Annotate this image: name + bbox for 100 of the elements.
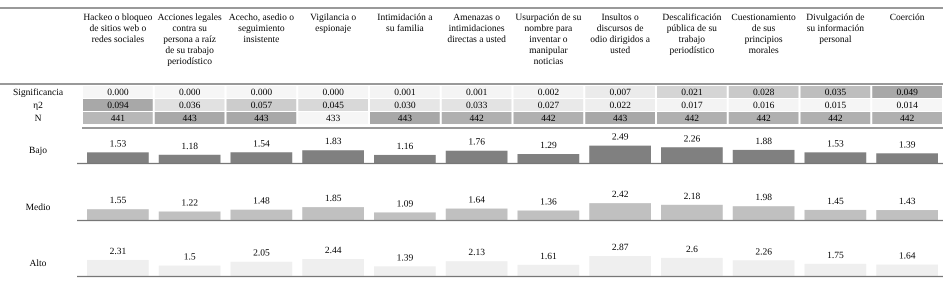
data-label: 0.033 [466,101,488,111]
bar [876,264,938,276]
chart-title: Medio [26,203,51,213]
data-label: 2.44 [324,246,342,256]
chart-title: Bajo [29,146,48,156]
bar [230,262,292,276]
x-tick-label: Cuestionamiento de sus principios morales [731,13,796,56]
data-label: 2.26 [684,134,700,144]
bar [302,207,364,220]
data-label: 0.014 [896,101,918,111]
data-label: 1.83 [324,137,342,148]
data-label: 1.55 [110,196,126,206]
x-tick-label: Hackeo o bloqueo de sitios web o redes sociales [83,13,153,45]
y-tick-label: N [34,114,42,124]
bar [230,210,292,220]
data-label: 1.61 [540,252,557,262]
x-tick-label: Amenazas o intimidaciones directas a usted [447,13,506,45]
data-label: 1.43 [898,197,916,208]
data-label: 0.016 [752,101,775,111]
data-label: 442 [541,114,556,124]
x-tick-label: Descalificación pública de su trabajo periodístico [662,13,722,56]
bar [302,258,364,276]
data-label: 2.42 [612,190,629,200]
data-label: 0.094 [107,101,129,111]
data-label: 1.98 [755,193,772,204]
x-tick-label: Coerción [890,13,925,23]
data-label: 1.45 [827,196,844,207]
y-tick-label: η2 [33,101,44,111]
data-label: 0.021 [681,88,703,98]
data-label: 2.49 [612,132,629,143]
data-label: 433 [326,114,340,124]
bar [732,206,794,220]
data-label: 442 [684,114,700,124]
data-label: 1.64 [898,252,916,262]
bar [518,264,580,276]
bar [589,203,651,220]
data-label: 2.18 [684,192,700,202]
data-label: 0.017 [681,101,703,111]
bar [446,208,508,220]
data-label: 1.76 [468,138,486,148]
bar [374,266,436,276]
bar [804,210,866,220]
data-label: 0.022 [609,101,632,111]
data-label: 443 [613,114,628,124]
data-label: 1.39 [898,140,916,150]
data-label: 0.030 [394,101,416,111]
chart-title: Alto [30,259,47,269]
data-label: 1.22 [181,198,198,208]
data-label: 0.015 [824,101,846,111]
data-label: 1.88 [755,136,772,147]
bar [158,212,220,220]
data-label: 1.48 [253,196,270,207]
data-label: 1.53 [110,139,126,150]
data-label: 0.000 [250,88,272,98]
data-label: 2.05 [253,248,270,259]
data-label: 0.000 [107,88,129,98]
x-tick-label: Insultos o discursos de odio dirigidos a usted [590,13,651,56]
data-label: 0.002 [538,88,560,98]
data-label: 443 [182,114,197,124]
data-label: 1.53 [827,139,844,150]
data-label: 0.028 [752,88,775,98]
data-label: 441 [110,114,126,124]
bar [876,210,938,220]
data-label: 2.6 [686,244,698,255]
data-label: 0.000 [322,88,344,98]
bar [87,260,149,276]
x-tick-label: Divulgación de su información personal [806,13,865,45]
bar [804,264,866,276]
data-label: 442 [756,114,771,124]
data-label: 2.31 [110,246,126,257]
bar [732,260,794,276]
data-label: 1.75 [827,250,844,261]
data-label: 1.64 [468,196,486,206]
data-label: 1.29 [540,141,557,152]
data-label: 0.007 [609,88,632,98]
data-label: 2.87 [612,243,629,253]
data-label: 0.049 [896,88,918,98]
data-label: 1.36 [540,198,557,208]
data-label: 2.13 [468,248,486,258]
bar [589,256,651,276]
bar [661,204,723,220]
data-label: 1.85 [324,194,342,204]
bar [661,258,723,276]
y-tick-label: Significancia [12,88,64,98]
x-tick-label: Usurpación de su nombre para inventar o manipular noticias [515,13,582,67]
data-label: 1.54 [253,139,270,150]
data-label: 1.09 [396,199,414,210]
data-label: 443 [398,114,412,124]
x-tick-label: Intimidación a su familia [377,13,434,34]
data-label: 0.001 [466,88,488,98]
data-label: 443 [254,114,269,124]
x-tick-label: Vigilancia o espionaje [310,13,356,34]
x-tick-label: Acciones legales contra su persona a raíz de su trabajo periodístico [158,13,222,67]
data-label: 2.26 [755,247,772,258]
bar [374,212,436,220]
data-label: 0.001 [394,88,416,98]
data-label: 0.035 [824,88,846,98]
data-label: 0.000 [178,88,201,98]
data-label: 1.39 [396,253,414,264]
data-label: 442 [900,114,914,124]
